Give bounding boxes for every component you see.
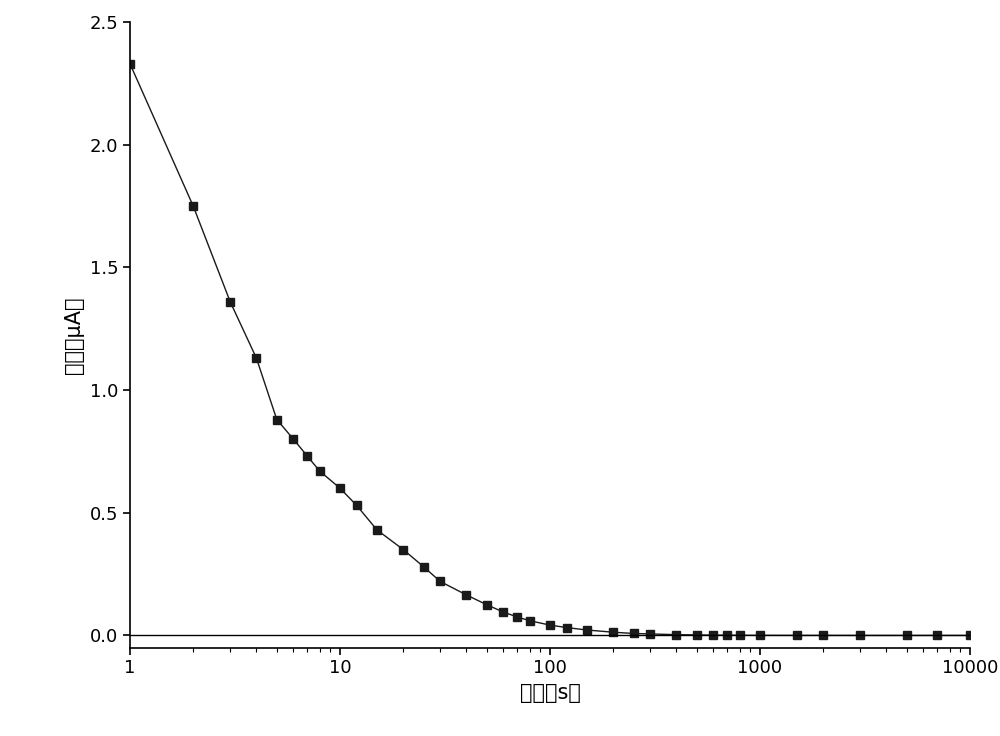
- Y-axis label: 电流（μA）: 电流（μA）: [64, 296, 84, 374]
- X-axis label: 时间（s）: 时间（s）: [520, 683, 580, 703]
